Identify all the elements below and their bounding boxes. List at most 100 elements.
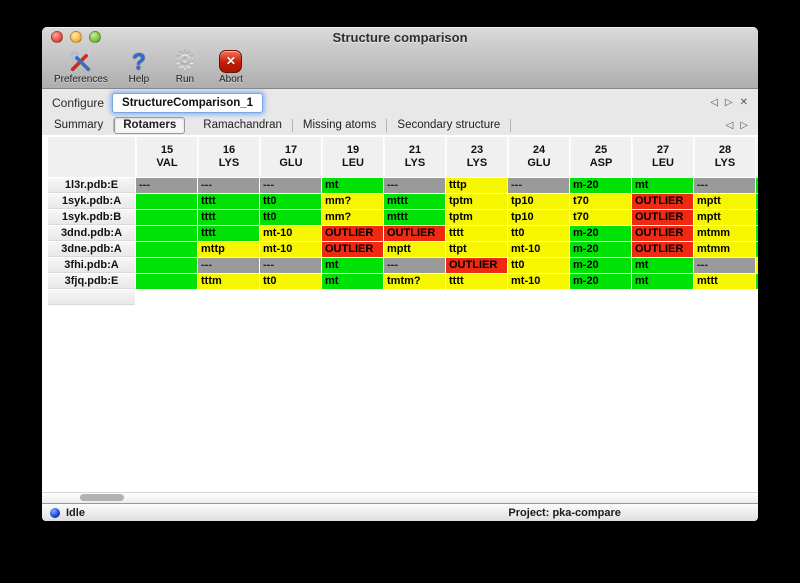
table-cell[interactable]: --- xyxy=(694,258,755,273)
table-cell[interactable]: OUTLIER xyxy=(446,258,507,273)
table-cell[interactable]: --- xyxy=(260,258,321,273)
table-cell[interactable]: m-20 xyxy=(570,242,631,257)
table-cell[interactable]: t70 xyxy=(570,194,631,209)
table-cell[interactable]: OUTLIER xyxy=(322,242,383,257)
table-cell[interactable]: m-20 xyxy=(570,258,631,273)
table-cell[interactable]: mtmm xyxy=(694,226,755,241)
table-cell[interactable]: --- xyxy=(508,178,569,193)
table-cell[interactable] xyxy=(136,194,197,209)
table-cell[interactable]: OUTLIER xyxy=(632,226,693,241)
table-cell[interactable]: mt-10 xyxy=(508,242,569,257)
scrollbar-thumb[interactable] xyxy=(80,494,124,501)
table-cell[interactable]: mptt xyxy=(694,210,755,225)
row-label[interactable]: 1syk.pdb:B xyxy=(48,210,135,225)
row-label[interactable]: 1l3r.pdb:E xyxy=(48,178,135,193)
table-cell[interactable]: mptt xyxy=(384,242,445,257)
table-cell[interactable]: OUTLIER xyxy=(632,242,693,257)
table-cell[interactable]: tp10 xyxy=(508,210,569,225)
table-cell[interactable]: OUTLIER xyxy=(632,194,693,209)
table-cell[interactable]: mt xyxy=(322,258,383,273)
table-cell[interactable]: --- xyxy=(384,258,445,273)
table-cell[interactable]: mttt xyxy=(384,210,445,225)
pane-close-icon[interactable]: ✕ xyxy=(739,96,748,108)
table-cell[interactable]: mtmm xyxy=(694,242,755,257)
column-header[interactable]: 28 LYS xyxy=(694,137,755,177)
table-cell[interactable]: tp10 xyxy=(508,194,569,209)
table-cell[interactable]: mt xyxy=(632,274,693,289)
zoom-button[interactable] xyxy=(89,31,101,43)
table-cell[interactable]: OUTLIER xyxy=(322,226,383,241)
table-cell[interactable] xyxy=(136,226,197,241)
table-cell[interactable]: tttm xyxy=(198,274,259,289)
table-cell[interactable]: tt0 xyxy=(508,226,569,241)
table-cell[interactable]: t70 xyxy=(570,210,631,225)
titlebar[interactable]: Structure comparison xyxy=(42,27,758,47)
row-label[interactable]: 3dnd.pdb:A xyxy=(48,226,135,241)
tab-secondary-structure[interactable]: Secondary structure xyxy=(387,119,512,132)
run-button[interactable]: ⚙ Run xyxy=(170,48,200,86)
help-button[interactable]: ? Help xyxy=(124,48,154,86)
table-cell[interactable]: mttt xyxy=(694,274,755,289)
column-header[interactable]: 25 ASP xyxy=(570,137,631,177)
column-header[interactable]: 27 LEU xyxy=(632,137,693,177)
minimize-button[interactable] xyxy=(70,31,82,43)
table-cell[interactable]: --- xyxy=(198,258,259,273)
table-cell[interactable]: OUTLIER xyxy=(632,210,693,225)
table-cell[interactable]: tttt xyxy=(446,274,507,289)
row-label[interactable]: 3fjq.pdb:E xyxy=(48,274,135,289)
table-cell[interactable]: mt-10 xyxy=(260,242,321,257)
table-cell[interactable]: mt-10 xyxy=(508,274,569,289)
table-cell[interactable]: mttt xyxy=(384,194,445,209)
table-cell[interactable]: tt0 xyxy=(260,194,321,209)
table-cell[interactable]: m-20 xyxy=(570,178,631,193)
column-header[interactable]: 21 LYS xyxy=(384,137,445,177)
row-label[interactable]: 3dne.pdb:A xyxy=(48,242,135,257)
tab-next-icon[interactable]: ▷ xyxy=(740,119,748,131)
table-cell[interactable] xyxy=(136,210,197,225)
table-cell[interactable]: mm? xyxy=(322,194,383,209)
tab-prev-icon[interactable]: ◁ xyxy=(725,119,734,131)
table-cell[interactable]: m-20 xyxy=(570,226,631,241)
table-cell[interactable]: tttt xyxy=(198,226,259,241)
table-cell[interactable]: tt0 xyxy=(508,258,569,273)
table-cell[interactable]: ttpt xyxy=(446,242,507,257)
tab-missing-atoms[interactable]: Missing atoms xyxy=(293,119,388,132)
table-cell[interactable]: --- xyxy=(260,178,321,193)
table-cell[interactable]: m-20 xyxy=(570,274,631,289)
table-cell[interactable]: OUTLIER xyxy=(384,226,445,241)
table-cell[interactable] xyxy=(136,258,197,273)
table-cell[interactable]: mt xyxy=(322,178,383,193)
table-cell[interactable]: mttp xyxy=(198,242,259,257)
table-cell[interactable]: mm? xyxy=(322,210,383,225)
close-button[interactable] xyxy=(51,31,63,43)
table-cell[interactable]: tttt xyxy=(446,226,507,241)
row-label[interactable]: 3fhi.pdb:A xyxy=(48,258,135,273)
abort-button[interactable]: ✕ Abort xyxy=(216,48,246,85)
column-header[interactable]: 24 GLU xyxy=(508,137,569,177)
table-cell[interactable] xyxy=(136,242,197,257)
table-cell[interactable]: tttp xyxy=(446,178,507,193)
column-header[interactable]: 19 LEU xyxy=(322,137,383,177)
column-header[interactable]: 16 LYS xyxy=(198,137,259,177)
column-header[interactable]: 17 GLU xyxy=(260,137,321,177)
tab-rotamers[interactable]: Rotamers xyxy=(114,117,186,134)
table-cell[interactable]: --- xyxy=(694,178,755,193)
row-label[interactable]: 1syk.pdb:A xyxy=(48,194,135,209)
preferences-button[interactable]: Preferences xyxy=(54,48,108,85)
horizontal-scrollbar[interactable] xyxy=(42,492,758,503)
table-cell[interactable]: --- xyxy=(198,178,259,193)
table-cell[interactable]: mt-10 xyxy=(260,226,321,241)
table-cell[interactable]: tptm xyxy=(446,194,507,209)
column-header[interactable]: 15 VAL xyxy=(136,137,197,177)
table-cell[interactable]: --- xyxy=(136,178,197,193)
column-header[interactable]: 23 LYS xyxy=(446,137,507,177)
table-cell[interactable]: tt0 xyxy=(260,210,321,225)
pane-prev-icon[interactable]: ◁ xyxy=(710,96,718,108)
table-cell[interactable]: tmtm? xyxy=(384,274,445,289)
table-cell[interactable] xyxy=(136,274,197,289)
tab-summary[interactable]: Summary xyxy=(52,119,115,132)
table-cell[interactable]: mptt xyxy=(694,194,755,209)
table-cell[interactable]: tttt xyxy=(198,194,259,209)
table-cell[interactable]: mt xyxy=(322,274,383,289)
table-cell[interactable]: tptm xyxy=(446,210,507,225)
